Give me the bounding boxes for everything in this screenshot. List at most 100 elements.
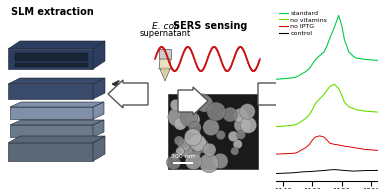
Circle shape: [233, 140, 242, 149]
Text: SERS sensing: SERS sensing: [173, 21, 247, 31]
control: [342, 169, 347, 172]
no IPTG: [303, 147, 307, 149]
Polygon shape: [10, 120, 104, 125]
no IPTG: [339, 144, 344, 147]
Circle shape: [179, 92, 197, 110]
standard: [318, 54, 322, 57]
Polygon shape: [93, 136, 105, 161]
Circle shape: [193, 149, 201, 157]
no IPTG: [347, 146, 351, 148]
Polygon shape: [10, 102, 104, 107]
Circle shape: [240, 117, 257, 133]
Legend: standard, no vitamins, no IPTG, control: standard, no vitamins, no IPTG, control: [279, 11, 327, 36]
Circle shape: [166, 155, 181, 170]
no IPTG: [369, 149, 373, 151]
standard: [322, 51, 326, 53]
Text: supernatant: supernatant: [139, 29, 191, 38]
Circle shape: [174, 118, 187, 130]
no IPTG: [296, 151, 300, 153]
control: [332, 168, 336, 171]
Line: no IPTG: no IPTG: [276, 136, 378, 154]
Polygon shape: [8, 136, 105, 143]
no vitamins: [369, 110, 373, 113]
control: [293, 171, 297, 174]
no IPTG: [328, 142, 332, 144]
Circle shape: [184, 129, 201, 146]
control: [313, 170, 318, 172]
no vitamins: [376, 111, 378, 113]
Polygon shape: [93, 102, 104, 119]
no vitamins: [310, 108, 314, 111]
control: [328, 169, 332, 171]
Polygon shape: [8, 84, 93, 99]
control: [299, 171, 303, 173]
Circle shape: [185, 153, 202, 170]
Circle shape: [196, 95, 213, 112]
control: [281, 172, 285, 174]
standard: [361, 58, 366, 60]
Polygon shape: [93, 78, 105, 99]
standard: [281, 77, 285, 80]
no IPTG: [299, 149, 303, 152]
control: [358, 170, 363, 172]
standard: [293, 76, 297, 79]
standard: [358, 57, 363, 60]
Circle shape: [236, 130, 246, 139]
no IPTG: [318, 135, 322, 137]
no vitamins: [299, 121, 303, 123]
no vitamins: [296, 122, 300, 125]
no IPTG: [293, 152, 297, 154]
standard: [299, 73, 303, 76]
standard: [325, 45, 329, 47]
Circle shape: [194, 139, 209, 153]
no IPTG: [354, 147, 358, 149]
no vitamins: [303, 118, 307, 120]
standard: [354, 57, 358, 59]
control: [354, 170, 358, 172]
standard: [313, 59, 318, 61]
Circle shape: [203, 143, 216, 156]
Polygon shape: [93, 120, 104, 137]
no vitamins: [336, 87, 341, 90]
standard: [307, 67, 312, 70]
control: [325, 169, 329, 171]
standard: [339, 23, 344, 26]
Polygon shape: [8, 41, 105, 49]
FancyArrow shape: [178, 87, 208, 115]
Circle shape: [207, 102, 226, 121]
no IPTG: [322, 136, 326, 138]
standard: [310, 63, 314, 65]
Bar: [159, 49, 171, 59]
Circle shape: [171, 153, 179, 161]
FancyArrow shape: [108, 80, 148, 108]
Polygon shape: [8, 78, 105, 84]
control: [318, 170, 322, 172]
no vitamins: [339, 93, 344, 96]
no vitamins: [274, 125, 278, 128]
Polygon shape: [161, 67, 169, 77]
control: [303, 171, 307, 173]
no vitamins: [313, 102, 318, 105]
Polygon shape: [10, 107, 93, 119]
Text: E. coli: E. coli: [152, 22, 178, 31]
Circle shape: [182, 146, 194, 158]
Polygon shape: [159, 59, 171, 69]
control: [351, 170, 355, 172]
control: [347, 170, 351, 172]
no IPTG: [313, 136, 318, 138]
Circle shape: [234, 117, 251, 133]
no IPTG: [358, 147, 363, 150]
no vitamins: [293, 124, 297, 126]
control: [369, 169, 373, 172]
no vitamins: [318, 98, 322, 100]
Polygon shape: [10, 125, 93, 137]
no vitamins: [332, 83, 336, 85]
Circle shape: [203, 119, 219, 136]
Circle shape: [199, 153, 219, 173]
standard: [376, 59, 378, 62]
no vitamins: [361, 110, 366, 112]
Circle shape: [180, 109, 198, 126]
Circle shape: [189, 135, 206, 151]
Circle shape: [228, 131, 239, 142]
no IPTG: [376, 149, 378, 152]
